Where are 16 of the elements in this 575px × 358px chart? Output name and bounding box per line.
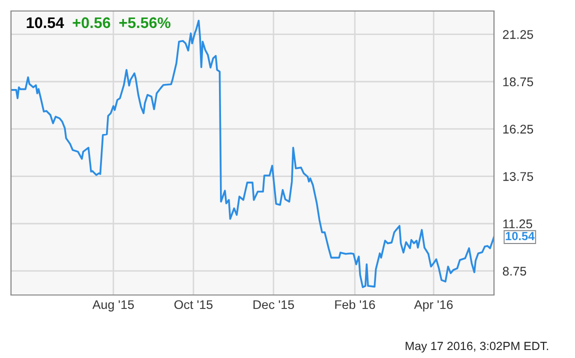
y-tick-label: 18.75 <box>503 77 534 86</box>
x-tick-label: Apr '16 <box>414 300 453 312</box>
y-tick-label: 21.25 <box>502 30 534 39</box>
annotation: +0.56 <box>72 17 110 28</box>
annotation: 10.54 <box>26 17 64 28</box>
y-tick-label: 11.25 <box>503 219 532 228</box>
x-tick-label: Feb '16 <box>335 300 375 310</box>
y-tick-label: 16.25 <box>503 124 534 134</box>
annotation: +5.56% <box>119 17 170 28</box>
x-tick-label: Aug '15 <box>92 300 134 312</box>
x-tick-label: Dec '15 <box>254 300 294 310</box>
annotation: 10.54 <box>506 232 535 240</box>
y-tick-label: 13.75 <box>503 172 534 181</box>
text: May 17 2016, 3:02PM EDT. <box>406 342 548 352</box>
y-tick-label: 8.75 <box>502 266 526 276</box>
x-tick-label: Oct '15 <box>174 300 213 310</box>
